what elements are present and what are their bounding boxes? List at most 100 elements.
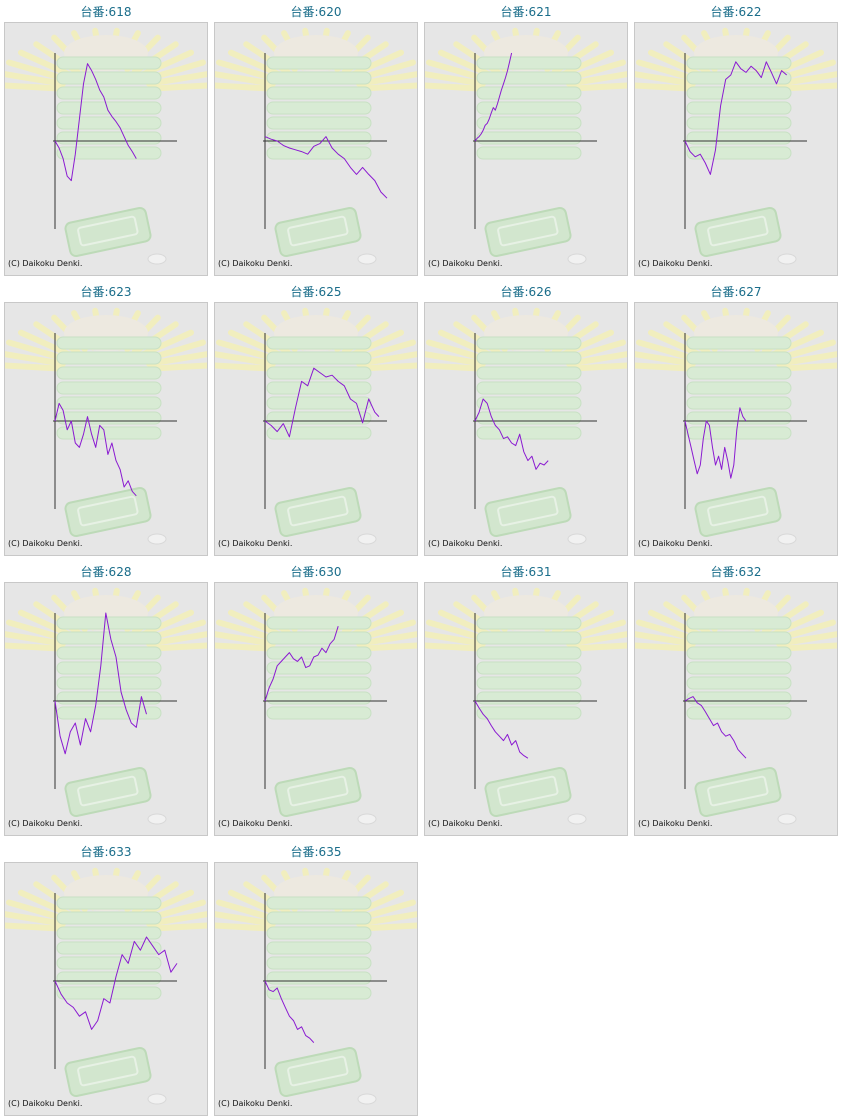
series-line-632 [684,696,747,759]
line-chart [5,867,207,1105]
copyright-text: (C) Daikoku Denki. [8,1099,83,1108]
line-chart [635,587,837,825]
series-line-625 [264,367,380,438]
background-artwork [5,587,207,825]
series-line-621 [474,52,513,142]
copyright-text: (C) Daikoku Denki. [8,539,83,548]
machine-link-630[interactable]: 台番:630 [290,565,342,579]
series-line-620 [264,136,388,199]
chart-title: 台番:618 [4,3,208,21]
chart-frame[interactable]: (C) Daikoku Denki. [634,582,838,836]
line-chart [215,587,417,825]
background-artwork [215,27,417,265]
chart-title: 台番:635 [214,843,418,861]
background-artwork [215,867,417,1105]
background-artwork [215,587,417,825]
machine-link-623[interactable]: 台番:623 [80,285,132,299]
chart-frame[interactable]: (C) Daikoku Denki. [424,22,628,276]
machine-link-621[interactable]: 台番:621 [500,5,552,19]
background-artwork [635,587,837,825]
chart-title: 台番:621 [424,3,628,21]
line-chart [635,27,837,265]
copyright-text: (C) Daikoku Denki. [638,259,713,268]
chart-frame[interactable]: (C) Daikoku Denki. [424,302,628,556]
chart-title: 台番:633 [4,843,208,861]
copyright-text: (C) Daikoku Denki. [218,539,293,548]
series-line-635 [264,980,315,1043]
background-artwork [425,27,627,265]
chart-cell-618: 台番:618 (C) Daikoku Denki. [4,3,208,280]
series-line-631 [474,700,529,759]
background-artwork [215,307,417,545]
machine-link-632[interactable]: 台番:632 [710,565,762,579]
line-chart [5,27,207,265]
series-line-627 [684,407,747,479]
copyright-text: (C) Daikoku Denki. [638,819,713,828]
machine-link-635[interactable]: 台番:635 [290,845,342,859]
chart-frame[interactable]: (C) Daikoku Denki. [4,862,208,1116]
copyright-text: (C) Daikoku Denki. [428,819,503,828]
chart-title: 台番:620 [214,3,418,21]
series-line-622 [684,61,788,175]
machine-link-633[interactable]: 台番:633 [80,845,132,859]
machine-link-628[interactable]: 台番:628 [80,565,132,579]
chart-frame[interactable]: (C) Daikoku Denki. [634,302,838,556]
chart-title: 台番:622 [634,3,838,21]
line-chart [425,307,627,545]
chart-cell-620: 台番:620 (C) Daikoku Denki. [214,3,418,280]
chart-cell-630: 台番:630 (C) Daikoku Denki. [214,563,418,840]
chart-frame[interactable]: (C) Daikoku Denki. [214,302,418,556]
chart-cell-627: 台番:627 (C) Daikoku Denki. [634,283,838,560]
chart-frame[interactable]: (C) Daikoku Denki. [214,22,418,276]
chart-title: 台番:630 [214,563,418,581]
chart-title: 台番:626 [424,283,628,301]
line-chart [215,867,417,1105]
copyright-text: (C) Daikoku Denki. [8,259,83,268]
chart-cell-632: 台番:632 (C) Daikoku Denki. [634,563,838,840]
chart-frame[interactable]: (C) Daikoku Denki. [4,302,208,556]
line-chart [425,587,627,825]
background-artwork [425,307,627,545]
machine-link-631[interactable]: 台番:631 [500,565,552,579]
chart-cell-635: 台番:635 (C) Daikoku Denki. [214,843,418,1120]
background-artwork [635,307,837,545]
chart-frame[interactable]: (C) Daikoku Denki. [424,582,628,836]
chart-cell-628: 台番:628 (C) Daikoku Denki. [4,563,208,840]
series-line-628 [54,612,147,755]
line-chart [5,307,207,545]
chart-title: 台番:627 [634,283,838,301]
chart-frame[interactable]: (C) Daikoku Denki. [4,582,208,836]
background-artwork [635,27,837,265]
line-chart [5,587,207,825]
chart-cell-621: 台番:621 (C) Daikoku Denki. [424,3,628,280]
chart-cell-625: 台番:625 (C) Daikoku Denki. [214,283,418,560]
copyright-text: (C) Daikoku Denki. [638,539,713,548]
machine-link-618[interactable]: 台番:618 [80,5,132,19]
copyright-text: (C) Daikoku Denki. [218,1099,293,1108]
chart-cell-631: 台番:631 (C) Daikoku Denki. [424,563,628,840]
copyright-text: (C) Daikoku Denki. [8,819,83,828]
copyright-text: (C) Daikoku Denki. [218,819,293,828]
series-line-618 [54,63,137,182]
chart-title: 台番:628 [4,563,208,581]
line-chart [215,307,417,545]
chart-frame[interactable]: (C) Daikoku Denki. [634,22,838,276]
machine-link-625[interactable]: 台番:625 [290,285,342,299]
line-chart [425,27,627,265]
chart-frame[interactable]: (C) Daikoku Denki. [214,862,418,1116]
chart-frame[interactable]: (C) Daikoku Denki. [214,582,418,836]
line-chart [215,27,417,265]
chart-cell-623: 台番:623 (C) Daikoku Denki. [4,283,208,560]
chart-frame[interactable]: (C) Daikoku Denki. [4,22,208,276]
background-artwork [5,307,207,545]
line-chart [635,307,837,545]
machine-link-622[interactable]: 台番:622 [710,5,762,19]
copyright-text: (C) Daikoku Denki. [428,539,503,548]
chart-title: 台番:623 [4,283,208,301]
machine-link-620[interactable]: 台番:620 [290,5,342,19]
chart-cell-633: 台番:633 (C) Daikoku Denki. [4,843,208,1120]
chart-title: 台番:625 [214,283,418,301]
background-artwork [425,587,627,825]
machine-link-627[interactable]: 台番:627 [710,285,762,299]
machine-link-626[interactable]: 台番:626 [500,285,552,299]
